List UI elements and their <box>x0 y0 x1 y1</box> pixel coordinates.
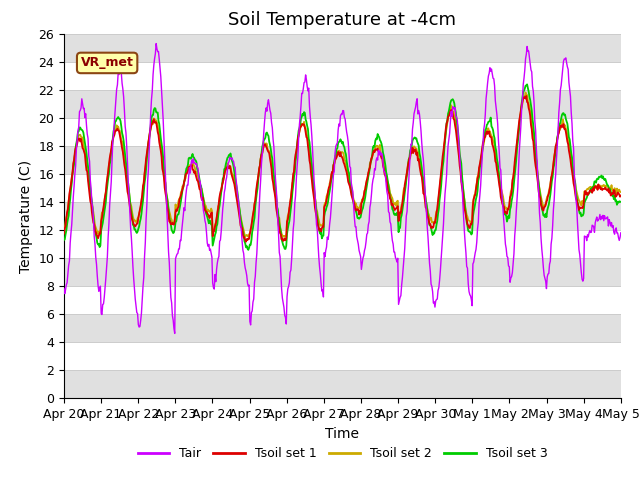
Bar <box>64 202 621 230</box>
Legend: Tair, Tsoil set 1, Tsoil set 2, Tsoil set 3: Tair, Tsoil set 1, Tsoil set 2, Tsoil se… <box>132 442 552 465</box>
Y-axis label: Temperature (C): Temperature (C) <box>19 159 33 273</box>
Bar <box>64 371 621 398</box>
X-axis label: Time: Time <box>325 427 360 441</box>
Bar <box>64 146 621 174</box>
Text: VR_met: VR_met <box>81 57 134 70</box>
Bar <box>64 314 621 342</box>
Bar <box>64 34 621 61</box>
Bar <box>64 258 621 286</box>
Bar <box>64 90 621 118</box>
Title: Soil Temperature at -4cm: Soil Temperature at -4cm <box>228 11 456 29</box>
